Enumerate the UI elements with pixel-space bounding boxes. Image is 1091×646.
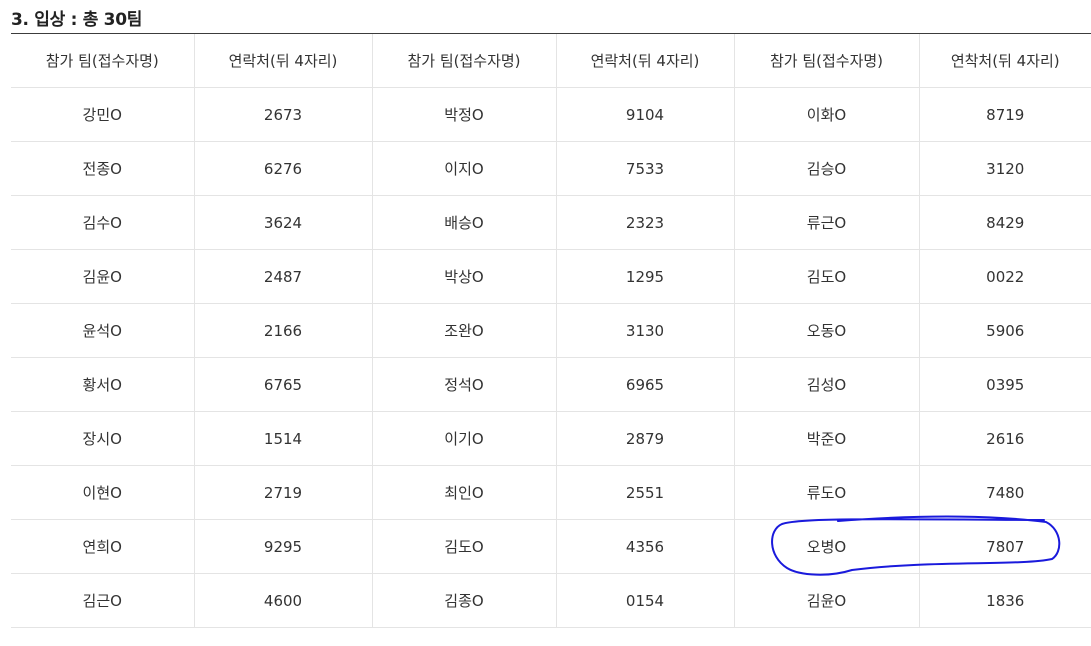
contact-cell: 0154 bbox=[555, 573, 734, 628]
header-team-1: 참가 팀(접수자명) bbox=[11, 33, 194, 88]
contact-cell: 2719 bbox=[193, 465, 372, 520]
contact-cell: 3120 bbox=[918, 141, 1091, 196]
contact-cell: 8719 bbox=[918, 87, 1091, 142]
contact-cell: 7533 bbox=[555, 141, 734, 196]
header-contact-3: 연착처(뒤 4자리) bbox=[918, 33, 1091, 88]
team-cell: 류근O bbox=[733, 195, 919, 250]
header-team-3: 참가 팀(접수자명) bbox=[733, 33, 919, 88]
contact-cell: 2551 bbox=[555, 465, 734, 520]
table-row: 강민O 2673 박정O 9104 이화O 8719 bbox=[11, 87, 1091, 142]
team-cell: 박상O bbox=[371, 249, 556, 304]
team-cell: 김윤O bbox=[733, 573, 919, 628]
team-cell: 이화O bbox=[733, 87, 919, 142]
team-cell: 김도O bbox=[371, 519, 556, 574]
team-cell: 김종O bbox=[371, 573, 556, 628]
team-cell: 정석O bbox=[371, 357, 556, 412]
team-cell: 박정O bbox=[371, 87, 556, 142]
contact-cell: 1514 bbox=[193, 411, 372, 466]
team-cell: 배승O bbox=[371, 195, 556, 250]
contact-cell: 4356 bbox=[555, 519, 734, 574]
table-row: 이현O 2719 최인O 2551 류도O 7480 bbox=[11, 465, 1091, 520]
team-cell: 김성O bbox=[733, 357, 919, 412]
table-row: 김수O 3624 배승O 2323 류근O 8429 bbox=[11, 195, 1091, 250]
team-cell: 류도O bbox=[733, 465, 919, 520]
team-cell: 윤석O bbox=[11, 303, 194, 358]
contact-cell: 1295 bbox=[555, 249, 734, 304]
table-row: 연희O 9295 김도O 4356 오병O 7807 bbox=[11, 519, 1091, 574]
contact-cell: 9104 bbox=[555, 87, 734, 142]
header-contact-1: 연락처(뒤 4자리) bbox=[193, 33, 372, 88]
contact-cell: 2673 bbox=[193, 87, 372, 142]
contact-cell: 7480 bbox=[918, 465, 1091, 520]
team-cell: 이지O bbox=[371, 141, 556, 196]
team-cell: 오동O bbox=[733, 303, 919, 358]
team-cell: 강민O bbox=[11, 87, 194, 142]
contact-cell: 0395 bbox=[918, 357, 1091, 412]
table-row: 김윤O 2487 박상O 1295 김도O 0022 bbox=[11, 249, 1091, 304]
table-row: 김근O 4600 김종O 0154 김윤O 1836 bbox=[11, 573, 1091, 628]
team-cell: 연희O bbox=[11, 519, 194, 574]
contact-cell: 5906 bbox=[918, 303, 1091, 358]
team-cell: 장시O bbox=[11, 411, 194, 466]
contact-cell: 6965 bbox=[555, 357, 734, 412]
contact-cell: 4600 bbox=[193, 573, 372, 628]
contact-cell: 2487 bbox=[193, 249, 372, 304]
team-cell: 이현O bbox=[11, 465, 194, 520]
header-contact-2: 연락처(뒤 4자리) bbox=[555, 33, 734, 88]
contact-cell: 2616 bbox=[918, 411, 1091, 466]
contact-cell: 0022 bbox=[918, 249, 1091, 304]
contact-cell: 9295 bbox=[193, 519, 372, 574]
table-row: 전종O 6276 이지O 7533 김승O 3120 bbox=[11, 141, 1091, 196]
table-row: 장시O 1514 이기O 2879 박준O 2616 bbox=[11, 411, 1091, 466]
contact-cell: 6765 bbox=[193, 357, 372, 412]
contact-cell: 2879 bbox=[555, 411, 734, 466]
team-cell: 김근O bbox=[11, 573, 194, 628]
contact-cell: 2166 bbox=[193, 303, 372, 358]
team-cell: 황서O bbox=[11, 357, 194, 412]
team-cell: 최인O bbox=[371, 465, 556, 520]
team-cell: 오병O bbox=[733, 519, 919, 574]
team-cell: 전종O bbox=[11, 141, 194, 196]
contact-cell: 6276 bbox=[193, 141, 372, 196]
contact-cell: 2323 bbox=[555, 195, 734, 250]
contact-cell: 3624 bbox=[193, 195, 372, 250]
contact-cell: 3130 bbox=[555, 303, 734, 358]
team-cell: 김승O bbox=[733, 141, 919, 196]
table-row: 윤석O 2166 조완O 3130 오동O 5906 bbox=[11, 303, 1091, 358]
team-cell: 조완O bbox=[371, 303, 556, 358]
header-team-2: 참가 팀(접수자명) bbox=[371, 33, 556, 88]
team-cell: 김도O bbox=[733, 249, 919, 304]
team-cell: 김윤O bbox=[11, 249, 194, 304]
table-row: 황서O 6765 정석O 6965 김성O 0395 bbox=[11, 357, 1091, 412]
contact-cell: 7807 bbox=[918, 519, 1091, 574]
contact-cell: 1836 bbox=[918, 573, 1091, 628]
table-header-row: 참가 팀(접수자명) 연락처(뒤 4자리) 참가 팀(접수자명) 연락처(뒤 4… bbox=[11, 33, 1091, 88]
team-cell: 이기O bbox=[371, 411, 556, 466]
contact-cell: 8429 bbox=[918, 195, 1091, 250]
results-table: 참가 팀(접수자명) 연락처(뒤 4자리) 참가 팀(접수자명) 연락처(뒤 4… bbox=[11, 33, 1091, 628]
section-title: 3. 입상 : 총 30팀 bbox=[11, 10, 143, 30]
team-cell: 박준O bbox=[733, 411, 919, 466]
team-cell: 김수O bbox=[11, 195, 194, 250]
